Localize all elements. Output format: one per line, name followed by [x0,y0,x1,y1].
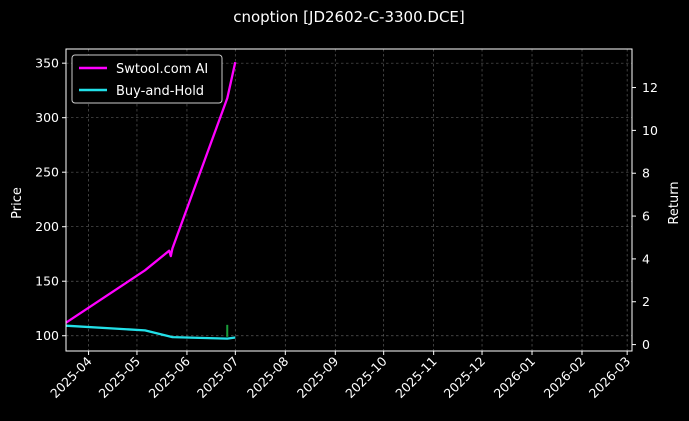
y-axis-left-title: Price [10,187,25,219]
chart-title: cnoption [JD2602-C-3300.DCE] [233,8,465,26]
y-left-tick-label: 150 [35,274,59,289]
y-right-tick-label: 0 [642,337,650,352]
y-right-tick-label: 2 [642,294,650,309]
legend: Swtool.com AI Buy-and-Hold [71,54,223,104]
plot-frame [65,48,633,352]
y-right-tick-label: 8 [642,166,650,181]
y-right-tick-label: 12 [642,80,658,95]
y-left-tick-label: 350 [35,56,59,71]
y-axis-right: 0 2 4 6 8 10 12 [632,80,658,352]
y-right-tick-label: 10 [642,123,658,138]
series-lines [65,61,237,340]
y-left-tick-label: 200 [35,219,59,234]
y-left-tick-label: 250 [35,165,59,180]
series-line-buy-and-hold [65,324,236,340]
series-line-swtool-com-ai [65,61,237,324]
legend-label-buy-and-hold: Buy-and-Hold [116,84,204,99]
y-left-tick-label: 100 [35,328,59,343]
legend-label-swtool: Swtool.com AI [116,62,208,77]
y-right-tick-label: 4 [642,251,650,266]
legend-box [71,54,223,104]
y-left-tick-label: 300 [35,110,59,125]
y-axis-left: 100 150 200 250 300 350 [35,56,66,343]
y-axis-right-title: Return [667,181,682,224]
y-right-tick-label: 6 [642,209,650,224]
